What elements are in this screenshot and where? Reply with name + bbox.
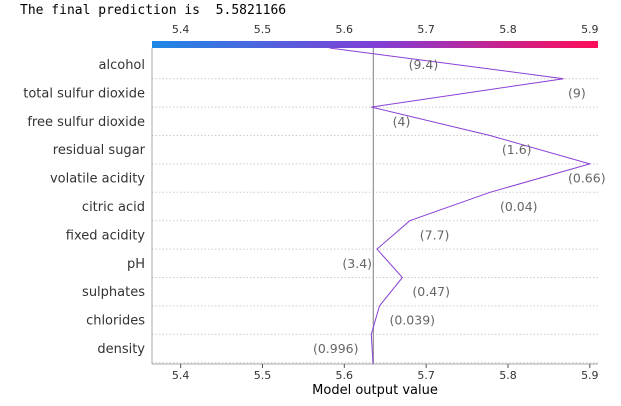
top-tick-label: 5.4: [172, 23, 190, 36]
feature-label: volatile acidity: [50, 172, 145, 187]
feature-label: fixed acidity: [66, 228, 146, 243]
feature-value-label: (9): [568, 85, 586, 100]
feature-value-label: (9.4): [409, 57, 439, 72]
feature-value-label: (0.47): [412, 284, 450, 299]
bottom-axis: 5.4 5.5 5.6 5.7 5.8 5.9: [172, 364, 599, 382]
feature-gridlines: [152, 78, 598, 364]
bottom-tick-label: 5.6: [336, 369, 354, 382]
top-tick-label: 5.7: [417, 23, 435, 36]
top-tick-label: 5.8: [499, 23, 517, 36]
top-tick-label: 5.5: [254, 23, 272, 36]
feature-labels: alcohol total sulfur dioxide free sulfur d…: [23, 58, 145, 357]
bottom-tick-label: 5.9: [581, 369, 599, 382]
x-axis-title: Model output value: [312, 383, 438, 398]
bottom-tick-label: 5.7: [417, 369, 435, 382]
feature-value-label: (1.6): [502, 142, 532, 157]
feature-label: total sulfur dioxide: [23, 86, 145, 101]
feature-label: citric acid: [82, 200, 145, 215]
feature-label: free sulfur dioxide: [27, 115, 145, 130]
feature-value-label: (0.66): [568, 171, 606, 186]
feature-value-label: (3.4): [342, 256, 372, 271]
feature-value-label: (0.996): [313, 341, 359, 356]
bottom-tick-label: 5.5: [254, 369, 272, 382]
feature-label: chlorides: [86, 314, 145, 329]
feature-label: residual sugar: [53, 143, 146, 158]
top-tick-label: 5.9: [581, 23, 599, 36]
prediction-value: 5.5821166: [215, 3, 287, 18]
feature-value-label: (7.7): [420, 227, 450, 242]
prediction-headline: The final prediction is 5.5821166: [20, 3, 286, 18]
top-tick-label: 5.6: [336, 23, 354, 36]
feature-label: alcohol: [99, 58, 145, 73]
bottom-tick-label: 5.8: [499, 369, 517, 382]
bottom-tick-label: 5.4: [172, 369, 190, 382]
feature-label: sulphates: [82, 285, 145, 300]
feature-value-label: (0.039): [390, 313, 436, 328]
feature-label: density: [97, 342, 145, 357]
prediction-prefix: The final prediction is: [20, 3, 201, 18]
feature-value-labels: (9.4) (9) (4) (1.6) (0.66) (0.04) (7.7) (3.4) (0…: [313, 57, 606, 356]
feature-value-label: (0.04): [500, 199, 538, 214]
feature-label: pH: [127, 257, 145, 272]
feature-value-label: (4): [393, 114, 411, 129]
colorbar: [152, 41, 598, 48]
decision-path: [329, 47, 592, 365]
top-axis: 5.4 5.5 5.6 5.7 5.8 5.9: [172, 23, 599, 36]
